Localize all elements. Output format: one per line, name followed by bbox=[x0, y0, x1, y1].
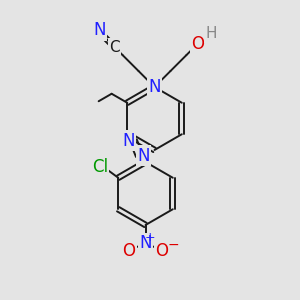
Text: N: N bbox=[139, 234, 152, 252]
Text: O: O bbox=[122, 242, 136, 260]
Text: O: O bbox=[191, 35, 204, 53]
Text: N: N bbox=[148, 78, 161, 96]
Text: N: N bbox=[123, 132, 135, 150]
Text: −: − bbox=[168, 238, 179, 252]
Text: N: N bbox=[138, 147, 150, 165]
Text: N: N bbox=[93, 21, 106, 39]
Text: +: + bbox=[145, 231, 155, 244]
Text: O: O bbox=[155, 242, 169, 260]
Text: C: C bbox=[109, 40, 120, 55]
Text: Cl: Cl bbox=[92, 158, 108, 176]
Text: H: H bbox=[205, 26, 217, 41]
